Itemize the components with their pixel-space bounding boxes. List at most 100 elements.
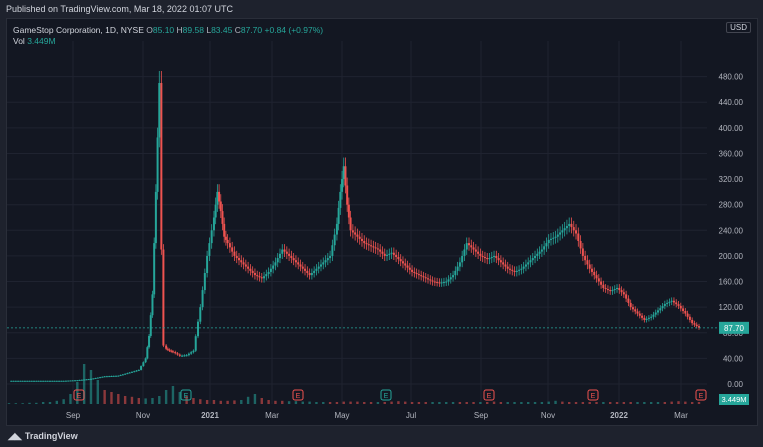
candle-body [554,236,557,238]
candle-body [12,380,15,382]
volume-bar [656,402,660,404]
volume-bar [144,398,147,404]
volume-bar [103,390,106,404]
candle-body [292,258,295,261]
low-label: L [206,25,212,35]
candle-body [527,262,530,265]
volume-bar [41,402,45,404]
candle-body [504,264,507,267]
symbol-name: GameStop Corporation, 1D, NYSE [13,25,144,35]
volume-label: Vol [13,36,25,46]
candle-body [431,280,434,282]
candle-body [618,287,621,291]
candle-body [285,251,288,254]
volume-bar [472,402,475,404]
volume-bar [458,402,462,404]
candle-body [354,232,357,235]
candle-body [424,277,427,279]
candle-body [251,270,254,273]
tradingview-brand[interactable]: ◢◣ TradingView [8,431,78,442]
candle-body [87,379,90,381]
candle-body [242,262,245,265]
chart-panel[interactable]: 0.0040.0080.00120.00160.00200.00240.0028… [6,18,758,426]
volume-bar [684,401,687,404]
candle-body [260,277,263,279]
candle-body [140,366,143,370]
candle-body [449,277,452,280]
volume-bar [7,403,11,404]
close-label: C [234,25,241,35]
volume-bar [520,402,523,404]
candle-body [540,249,543,252]
candle-body [42,380,45,382]
volume-bar [554,400,557,404]
candle-body [290,255,293,259]
change-value: +0.84 (+0.97%) [264,25,324,35]
candle-body [324,260,327,263]
candle-body [631,307,634,310]
candle-body [616,287,619,290]
candle-body [522,266,525,269]
volume-badge [719,394,749,405]
candle-body [272,265,275,269]
x-tick-label: Mar [674,411,688,420]
volume-bar [445,402,448,404]
candle-body [472,247,475,250]
high-value: 89.58 [182,25,204,35]
candle-body [317,266,320,269]
candle-body [470,245,473,248]
candle-body [115,375,118,377]
candle-body [609,290,612,292]
candle-body [146,347,149,359]
earnings-label: E [184,393,189,400]
volume-bar [697,402,701,404]
volume-bar [212,400,216,404]
candle-body [606,289,609,291]
candle-body [638,313,641,316]
candle-body [30,380,33,382]
candle-body [477,251,480,254]
candle-body [326,258,329,261]
candle-body [297,262,300,265]
candle-body [657,310,660,313]
candle-body [23,380,26,382]
candle-body [415,273,418,275]
candle-body [269,268,272,272]
x-tick-label: Jul [406,411,416,420]
candle-body [404,263,407,266]
volume-bar [315,402,318,404]
candle-body [153,243,156,295]
candle-body [376,248,379,250]
volume-bar [226,400,229,404]
candle-body [37,380,40,382]
candle-body [595,275,598,279]
volume-bar [602,402,605,404]
candle-body [625,294,628,299]
candle-body [370,245,373,247]
candle-body [351,230,354,233]
volume-bar [287,401,291,404]
candle-body [479,253,482,256]
earnings-label: E [296,393,301,400]
volume-bar [158,396,161,404]
candle-body [634,309,637,312]
candle-body [206,255,209,273]
candle-body [58,380,61,382]
candle-body [339,191,342,208]
earnings-marker [483,389,495,401]
candle-body [256,275,259,277]
candle-body [661,306,664,309]
earnings-marker [587,389,599,401]
volume-bar [110,392,113,404]
currency-button[interactable]: USD [726,22,751,33]
candle-body [365,243,368,245]
candle-body [520,268,523,270]
candle-body [593,271,596,276]
volume-bar [533,402,537,404]
volume-bar [76,382,79,404]
candle-body [221,211,224,224]
candle-body [194,336,197,351]
volume-legend: Vol 3.449M [13,36,56,46]
price-chart[interactable]: 0.0040.0080.00120.00160.00200.00240.0028… [7,19,757,425]
candle-body [563,228,566,231]
